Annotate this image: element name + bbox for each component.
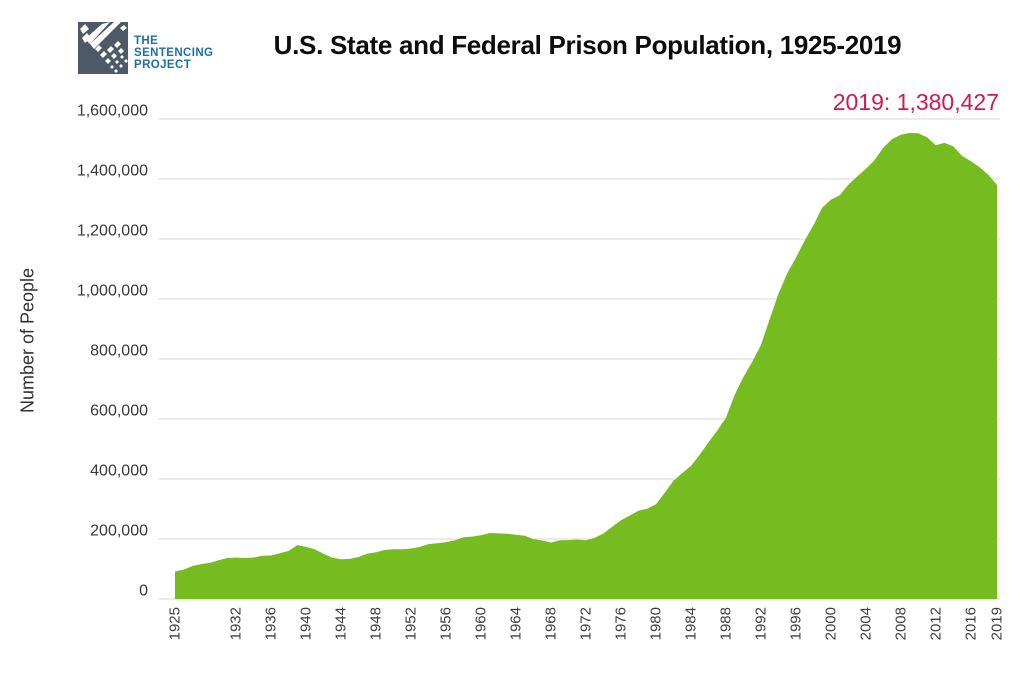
y-tick-label: 1,000,000 bbox=[77, 283, 148, 300]
x-tick-label: 1925 bbox=[167, 607, 184, 640]
x-tick-label: 1932 bbox=[228, 607, 245, 640]
x-tick-label: 2016 bbox=[962, 607, 979, 640]
x-tick-label: 2004 bbox=[857, 607, 874, 640]
y-tick-labels: 0 200,000 400,000 600,000 800,000 1,000,000 1,… bbox=[77, 103, 148, 600]
y-tick-label: 1,400,000 bbox=[77, 163, 148, 180]
annotation-2019: 2019: 1,380,427 bbox=[833, 89, 999, 115]
x-tick-label: 1984 bbox=[682, 607, 699, 640]
y-tick-label: 600,000 bbox=[90, 403, 148, 420]
logo-line-sentencing: SENTENCING bbox=[134, 47, 214, 59]
x-tick-label: 1956 bbox=[438, 607, 455, 640]
x-tick-label: 2008 bbox=[892, 607, 909, 640]
x-tick-label: 1996 bbox=[787, 607, 804, 640]
x-tick-label: 1960 bbox=[473, 607, 490, 640]
x-tick-label: 1980 bbox=[647, 607, 664, 640]
area-series bbox=[175, 132, 997, 599]
page-title: U.S. State and Federal Prison Population… bbox=[273, 30, 902, 60]
logo-line-the: THE bbox=[134, 35, 159, 47]
y-tick-label: 800,000 bbox=[90, 343, 148, 360]
y-tick-label: 0 bbox=[139, 583, 148, 600]
y-tick-label: 400,000 bbox=[90, 463, 148, 480]
y-tick-label: 200,000 bbox=[90, 523, 148, 540]
x-tick-label: 2019 bbox=[989, 607, 1006, 640]
x-tick-label: 2000 bbox=[822, 607, 839, 640]
x-tick-label: 1952 bbox=[403, 607, 420, 640]
x-tick-label: 1948 bbox=[368, 607, 385, 640]
y-tick-label: 1,600,000 bbox=[77, 103, 148, 120]
x-tick-label: 1972 bbox=[578, 607, 595, 640]
x-tick-label: 1964 bbox=[508, 607, 525, 640]
logo-line-project: PROJECT bbox=[134, 59, 192, 71]
x-tick-label: 1936 bbox=[263, 607, 280, 640]
sentencing-project-logo-mark-icon bbox=[78, 22, 128, 74]
sentencing-project-logo: THE SENTENCING PROJECT bbox=[78, 22, 213, 74]
x-tick-label: 1940 bbox=[298, 607, 315, 640]
x-tick-label: 2012 bbox=[927, 607, 944, 640]
x-tick-label: 1992 bbox=[752, 607, 769, 640]
x-tick-label: 1988 bbox=[717, 607, 734, 640]
sentencing-project-logo-text: THE SENTENCING PROJECT bbox=[134, 35, 213, 74]
x-tick-label: 1976 bbox=[612, 607, 629, 640]
x-tick-label: 1968 bbox=[543, 607, 560, 640]
x-tick-labels: 1925 1932 1936 1940 1944 1948 1952 1956 1960 1964… bbox=[167, 607, 1006, 640]
y-tick-label: 1,200,000 bbox=[77, 223, 148, 240]
x-tick-label: 1944 bbox=[333, 607, 350, 640]
